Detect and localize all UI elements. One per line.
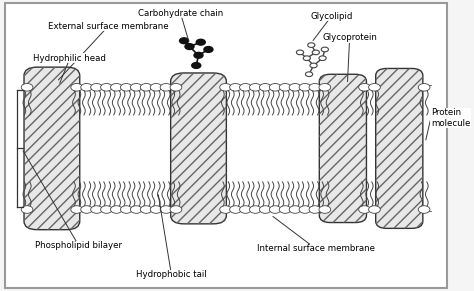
Circle shape	[110, 206, 122, 213]
FancyBboxPatch shape	[171, 73, 227, 224]
Circle shape	[71, 206, 82, 213]
Circle shape	[269, 84, 281, 91]
Circle shape	[239, 84, 251, 91]
Circle shape	[309, 206, 321, 213]
Circle shape	[321, 47, 328, 52]
Circle shape	[21, 84, 33, 91]
Circle shape	[259, 84, 271, 91]
Circle shape	[130, 206, 142, 213]
Circle shape	[150, 84, 162, 91]
Circle shape	[312, 50, 319, 55]
Circle shape	[249, 206, 261, 213]
Circle shape	[160, 84, 172, 91]
Circle shape	[204, 47, 213, 52]
Circle shape	[418, 84, 430, 91]
Circle shape	[369, 206, 380, 213]
Circle shape	[71, 84, 82, 91]
FancyBboxPatch shape	[319, 74, 366, 223]
Circle shape	[359, 84, 370, 91]
Circle shape	[279, 206, 291, 213]
Circle shape	[220, 84, 231, 91]
Text: Internal surface membrane: Internal surface membrane	[257, 244, 375, 253]
Circle shape	[299, 84, 311, 91]
Circle shape	[81, 84, 92, 91]
Circle shape	[91, 206, 102, 213]
Circle shape	[110, 84, 122, 91]
Circle shape	[170, 206, 182, 213]
Circle shape	[81, 206, 92, 213]
Circle shape	[319, 206, 331, 213]
Circle shape	[100, 206, 112, 213]
Text: Phospholipid bilayer: Phospholipid bilayer	[36, 242, 122, 250]
Circle shape	[259, 206, 271, 213]
Circle shape	[249, 84, 261, 91]
Text: Glycoprotein: Glycoprotein	[322, 33, 377, 42]
FancyBboxPatch shape	[376, 68, 423, 228]
Circle shape	[196, 39, 205, 45]
Circle shape	[229, 84, 241, 91]
Circle shape	[319, 84, 331, 91]
Circle shape	[369, 84, 380, 91]
Text: Protein
molecule: Protein molecule	[431, 108, 470, 127]
Circle shape	[194, 52, 203, 58]
Circle shape	[140, 206, 152, 213]
Circle shape	[185, 44, 194, 49]
Circle shape	[269, 206, 281, 213]
Circle shape	[120, 206, 132, 213]
Circle shape	[309, 84, 321, 91]
Circle shape	[21, 206, 33, 213]
Text: Glycolipid: Glycolipid	[310, 12, 353, 20]
Circle shape	[130, 84, 142, 91]
Circle shape	[308, 43, 315, 47]
Circle shape	[120, 84, 132, 91]
Circle shape	[418, 206, 430, 213]
Circle shape	[303, 56, 310, 61]
Circle shape	[170, 84, 182, 91]
Text: Carbohydrate chain: Carbohydrate chain	[138, 9, 223, 17]
Circle shape	[220, 206, 231, 213]
Circle shape	[319, 56, 326, 61]
Circle shape	[229, 206, 241, 213]
Text: Hydrophilic head: Hydrophilic head	[34, 54, 106, 63]
Circle shape	[91, 84, 102, 91]
Circle shape	[239, 206, 251, 213]
Circle shape	[289, 84, 301, 91]
Circle shape	[299, 206, 311, 213]
Circle shape	[305, 72, 313, 77]
Circle shape	[150, 206, 162, 213]
Circle shape	[160, 206, 172, 213]
Circle shape	[100, 84, 112, 91]
Circle shape	[192, 63, 201, 68]
Circle shape	[180, 38, 189, 44]
FancyBboxPatch shape	[24, 67, 80, 230]
Text: Hydrophobic tail: Hydrophobic tail	[136, 271, 207, 279]
Circle shape	[289, 206, 301, 213]
Circle shape	[310, 63, 317, 68]
Circle shape	[140, 84, 152, 91]
Circle shape	[279, 84, 291, 91]
Circle shape	[359, 206, 370, 213]
Circle shape	[296, 50, 304, 55]
Text: External surface membrane: External surface membrane	[48, 22, 169, 31]
